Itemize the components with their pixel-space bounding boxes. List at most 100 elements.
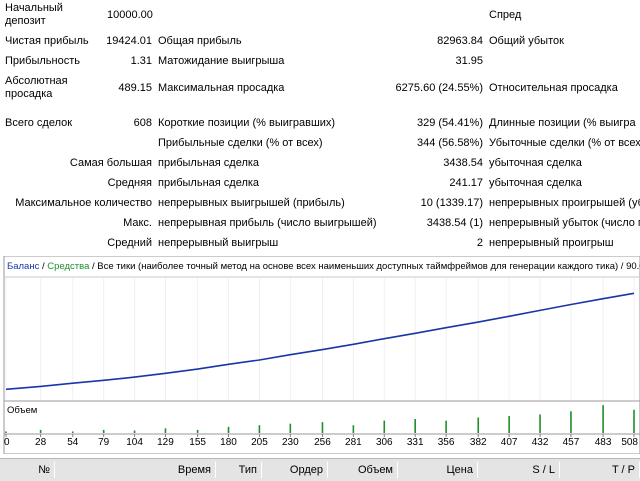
legend-equity: Средства [47,261,90,272]
legend-sep: / [39,261,48,272]
maximal-drawdown-label: Максимальная просадка [158,82,285,94]
long-positions-label: Длинные позиции (% выигра [489,117,636,129]
x-tick-label: 256 [314,437,331,448]
volume-bar [164,428,167,433]
average-value: 241.17 [449,177,483,189]
average-streak-right: непрерывный проигрыш [489,237,614,249]
spread-label: Спред [489,9,522,21]
absolute-drawdown-label-1: Абсолютная [5,75,68,87]
max-streak-value: 3438.54 (1) [426,217,483,229]
x-tick-label: 382 [469,437,487,448]
volume-bar [289,423,292,433]
x-tick-label: 457 [562,437,580,448]
max-streak-label: Макс. [123,217,152,229]
x-tick-label: 483 [594,437,612,448]
max-consecutive-right: непрерывных проигрышей (уб [489,197,640,209]
x-tick-label: 0 [4,437,10,448]
x-tick-label: 281 [345,437,362,448]
largest-label: Самая большая [69,157,152,169]
net-profit-label: Чистая прибыль [5,35,89,47]
initial-deposit-label-2: депозит [5,15,46,27]
volume-bar [477,417,480,433]
x-tick-label: 180 [220,437,237,448]
expected-payoff-value: 31.95 [455,55,483,67]
profit-factor-label: Прибыльность [5,55,80,67]
column-header-5[interactable]: Цена [398,462,478,478]
volume-bar [445,420,447,433]
column-header-2[interactable]: Тип [216,462,262,478]
gridlines [5,278,635,400]
short-positions-value: 329 (54.41%) [416,117,483,129]
absolute-drawdown-label-2: просадка [5,88,53,100]
x-axis: 0 28 54 79 104 129 155 180 205 230 256 281 306 331 356… [0,437,640,453]
column-header-3[interactable]: Ордер [262,462,328,478]
balance-line [5,292,635,391]
x-tick-label: 28 [35,437,47,448]
volume-bar [570,411,572,433]
volume-bar [539,414,541,433]
x-tick-label: 432 [531,437,549,448]
legend-description: / Все тики (наиболее точный метод на осн… [89,261,640,272]
volume-label: Объем [7,405,38,416]
balance-chart [3,256,640,454]
average-streak-value: 2 [476,237,483,249]
absolute-drawdown-value: 489.15 [118,82,152,94]
largest-right: убыточная сделка [489,157,582,169]
x-tick-label: 331 [406,437,424,448]
volume-bar [383,420,386,433]
column-header-7[interactable]: T / P [560,462,640,478]
volume-bar [5,431,7,433]
volume-bar [633,409,635,433]
x-tick-label: 356 [437,437,455,448]
x-tick-label: 205 [251,437,268,448]
average-streak-sub: непрерывный выигрыш [158,237,279,249]
volume-bar [133,430,136,433]
column-header-6[interactable]: S / L [478,462,560,478]
relative-drawdown-label: Относительная просадка [489,82,618,94]
volume-bar [196,429,199,433]
total-trades-value: 608 [133,117,152,129]
max-consecutive-value: 10 (1339.17) [420,197,483,209]
x-tick-label: 79 [98,437,110,448]
legend-balance: Баланс [7,261,40,272]
maximal-drawdown-value: 6275.60 (24.55%) [395,82,483,94]
x-tick-label: 54 [67,437,79,448]
volume-bar [321,422,324,433]
max-consecutive-label: Максимальное количество [15,197,152,209]
largest-value: 3438.54 [443,157,483,169]
chart-frame [3,256,640,454]
average-label: Средняя [107,177,152,189]
profit-factor-value: 1.31 [130,55,152,67]
short-positions-label: Короткие позиции (% выигравших) [158,117,336,129]
x-tick-label: 155 [189,437,206,448]
expected-payoff-label: Матожидание выигрыша [158,55,285,67]
average-right: убыточная сделка [489,177,582,189]
profit-trades-label: Прибыльные сделки (% от всех) [158,137,323,149]
x-tick-label: 230 [281,437,299,448]
volume-bar [258,425,261,433]
gross-profit-label: Общая прибыль [158,35,242,47]
loss-trades-label: Убыточные сделки (% от всех [489,137,640,149]
max-streak-sub: непрерывная прибыль (число выигрышей) [158,217,377,229]
x-tick-label: 129 [157,437,174,448]
column-header-0[interactable]: № [0,462,55,478]
column-header-1[interactable]: Время [55,462,216,478]
x-tick-label: 306 [375,437,393,448]
volume-bar [352,425,355,433]
x-tick-label: 104 [126,437,143,448]
max-consecutive-sub: непрерывных выигрышей (прибыль) [158,197,345,209]
graph-panel: Баланс / Средства / Все тики (наиболее т… [0,256,640,454]
largest-sub: прибыльная сделка [158,157,260,169]
volume-bars [5,405,635,433]
column-header-4[interactable]: Объем [328,462,398,478]
volume-bar [414,419,416,433]
profit-trades-value: 344 (56.58%) [416,137,483,149]
tick-marks [5,434,635,437]
x-tick-label: 407 [500,437,518,448]
volume-bar [102,429,105,433]
x-tick-label: 508 [621,437,638,448]
volume-bar [227,426,230,433]
average-streak-label: Средний [107,237,152,249]
total-trades-label: Всего сделок [5,117,73,129]
